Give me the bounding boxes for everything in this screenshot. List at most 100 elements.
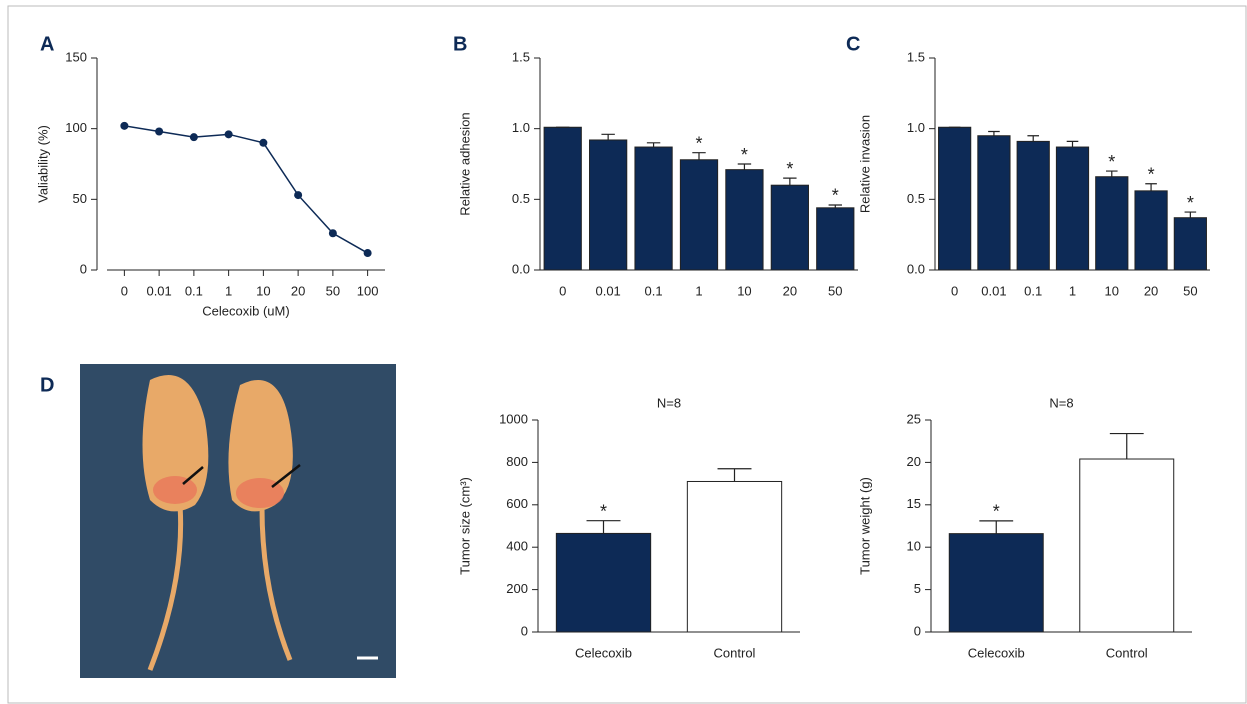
bar xyxy=(1096,177,1128,270)
x-tick-label: Control xyxy=(714,645,756,660)
y-tick-label: 50 xyxy=(73,191,87,206)
significance-mark: * xyxy=(832,186,839,206)
y-axis-label: Relative adhesion xyxy=(457,112,472,215)
y-tick-label: 15 xyxy=(907,496,921,511)
y-tick-label: 25 xyxy=(907,411,921,426)
error-bar xyxy=(718,469,752,482)
significance-mark: * xyxy=(741,145,748,165)
x-tick-label: 0 xyxy=(951,283,958,298)
error-bar xyxy=(1145,184,1157,191)
y-axis-label: Tumor weight (g) xyxy=(857,477,872,575)
x-tick-label: 0.1 xyxy=(1024,283,1042,298)
error-bar xyxy=(988,131,1000,135)
error-bar xyxy=(1185,212,1197,218)
x-axis-label: Celecoxib (uM) xyxy=(202,303,289,318)
x-tick-label: 0.01 xyxy=(595,283,620,298)
y-tick-label: 0 xyxy=(80,261,87,276)
error-bar xyxy=(692,153,705,160)
significance-mark: * xyxy=(993,502,1000,522)
error-bar xyxy=(1106,171,1118,177)
panel-label: D xyxy=(40,374,54,396)
point xyxy=(259,139,267,147)
error-bar xyxy=(783,178,796,185)
bar xyxy=(1017,141,1049,270)
x-tick-label: 1 xyxy=(695,283,702,298)
point xyxy=(329,229,337,237)
error-bar xyxy=(647,143,660,147)
error-bar xyxy=(1067,141,1079,147)
point xyxy=(294,191,302,199)
y-tick-label: 1.5 xyxy=(512,49,530,64)
error-bar xyxy=(1110,434,1144,459)
bar xyxy=(544,127,581,270)
significance-mark: * xyxy=(1108,152,1115,172)
y-tick-label: 0 xyxy=(521,623,528,638)
error-bar xyxy=(601,134,614,140)
bar xyxy=(949,534,1043,632)
bar xyxy=(1080,459,1174,632)
x-tick-label: 100 xyxy=(357,283,379,298)
y-tick-label: 0.5 xyxy=(512,191,530,206)
significance-mark: * xyxy=(786,159,793,179)
significance-mark: * xyxy=(695,133,702,153)
x-tick-label: 0.01 xyxy=(146,283,171,298)
x-tick-label: Control xyxy=(1106,645,1148,660)
y-tick-label: 200 xyxy=(506,581,528,596)
bar xyxy=(556,533,650,632)
point xyxy=(120,122,128,130)
bar xyxy=(1135,191,1167,270)
y-tick-label: 0 xyxy=(914,623,921,638)
bar xyxy=(635,147,672,270)
y-tick-label: 1.0 xyxy=(512,120,530,135)
bar xyxy=(590,140,627,270)
y-axis-label: Tumor size (cm³) xyxy=(457,477,472,575)
mouse-photo xyxy=(80,364,396,678)
y-tick-label: 5 xyxy=(914,581,921,596)
y-tick-label: 10 xyxy=(907,539,921,554)
y-tick-label: 0.0 xyxy=(907,261,925,276)
bar xyxy=(1174,218,1206,270)
bar xyxy=(939,127,971,270)
error-bar xyxy=(979,521,1013,534)
bar xyxy=(978,136,1010,270)
x-tick-label: 0 xyxy=(559,283,566,298)
point xyxy=(155,127,163,135)
y-axis-label: Valiability (%) xyxy=(35,125,50,203)
x-tick-label: 10 xyxy=(1105,283,1119,298)
y-tick-label: 600 xyxy=(506,496,528,511)
x-tick-label: 0.1 xyxy=(185,283,203,298)
figure: D A050100150Valiability (%)Celecoxib (uM… xyxy=(0,0,1247,704)
x-tick-label: 10 xyxy=(256,283,270,298)
x-tick-label: Celecoxib xyxy=(968,645,1025,660)
x-tick-label: 1 xyxy=(225,283,232,298)
x-tick-label: 0 xyxy=(121,283,128,298)
panel-label: A xyxy=(40,33,54,55)
panel-label: C xyxy=(846,33,860,55)
y-tick-label: 400 xyxy=(506,539,528,554)
y-tick-label: 0.0 xyxy=(512,261,530,276)
point xyxy=(225,130,233,138)
bar xyxy=(680,160,717,270)
y-axis-label: Relative invasion xyxy=(857,115,872,213)
y-tick-label: 1000 xyxy=(499,411,528,426)
error-bar xyxy=(587,521,621,534)
y-tick-label: 1.0 xyxy=(907,120,925,135)
x-tick-label: 20 xyxy=(1144,283,1158,298)
significance-mark: * xyxy=(1148,165,1155,185)
y-tick-label: 0.5 xyxy=(907,191,925,206)
chart-title: N=8 xyxy=(1049,395,1073,410)
significance-mark: * xyxy=(1187,193,1194,213)
y-tick-label: 100 xyxy=(65,120,87,135)
significance-mark: * xyxy=(600,501,607,521)
chart-title: N=8 xyxy=(657,395,681,410)
bar xyxy=(771,185,808,270)
error-bar xyxy=(1027,136,1039,142)
panel-label: B xyxy=(453,33,467,55)
y-tick-label: 800 xyxy=(506,454,528,469)
bar xyxy=(817,208,854,270)
x-tick-label: Celecoxib xyxy=(575,645,632,660)
y-tick-label: 20 xyxy=(907,454,921,469)
x-tick-label: 0.01 xyxy=(981,283,1006,298)
point xyxy=(364,249,372,257)
bar xyxy=(1056,147,1088,270)
